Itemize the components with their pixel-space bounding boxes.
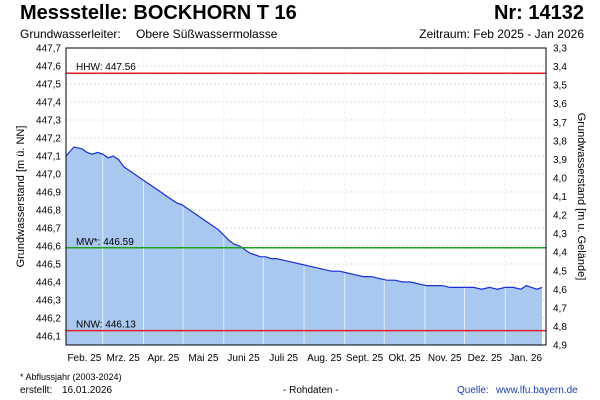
y-tick-label: 446,4 — [36, 278, 61, 289]
source-label: Quelle: — [457, 385, 489, 396]
y-axis-title: Grundwasserstand [m ü. NN] — [15, 126, 27, 268]
y-tick-label: 447,7 — [36, 44, 61, 55]
series-area — [66, 147, 543, 345]
aquifer-value: Obere Süßwassermolasse — [136, 27, 278, 41]
station-number: Nr: 14132 — [493, 2, 584, 24]
station-title: Messstelle: BOCKHORN T 16 — [20, 2, 297, 24]
y2-tick-label: 4,6 — [553, 285, 567, 296]
y2-tick-label: 4,3 — [553, 229, 567, 240]
y2-tick-label: 4,1 — [553, 192, 567, 203]
y-tick-label: 447,4 — [36, 98, 61, 109]
reference-line-label: MW*: 446.59 — [76, 237, 134, 248]
x-tick-label: Mai 25 — [188, 353, 218, 364]
x-tick-label: Nov. 25 — [428, 353, 462, 364]
y2-tick-label: 4,8 — [553, 322, 567, 333]
x-tick-label: Jan. 26 — [509, 353, 542, 364]
y2-tick-label: 4,0 — [553, 173, 567, 184]
series-line — [65, 146, 543, 290]
y2-tick-label: 4,2 — [553, 211, 567, 222]
x-tick-label: Aug. 25 — [307, 353, 342, 364]
y-tick-label: 446,2 — [36, 314, 61, 325]
y-tick-label: 446,9 — [36, 188, 61, 199]
x-tick-label: Sept. 25 — [346, 353, 384, 364]
x-tick-label: Okt. 25 — [389, 353, 422, 364]
y2-tick-label: 3,6 — [553, 99, 567, 110]
y2-tick-label: 4,4 — [553, 248, 567, 259]
y-tick-label: 447,6 — [36, 62, 61, 73]
y2-tick-label: 3,5 — [553, 81, 567, 92]
y2-tick-label: 3,9 — [553, 155, 567, 166]
created-date: 16.01.2026 — [62, 385, 113, 396]
x-tick-label: Mrz. 25 — [107, 353, 141, 364]
y-tick-label: 447,1 — [36, 152, 61, 163]
y-tick-label: 446,8 — [36, 206, 61, 217]
data-status: - Rohdaten - — [283, 385, 339, 396]
source-url-link[interactable]: www.lfu.bayern.de — [496, 385, 578, 396]
y-tick-label: 447,3 — [36, 116, 61, 127]
created-label: erstellt: — [20, 385, 53, 396]
y2-tick-label: 3,4 — [553, 62, 567, 73]
y-tick-label: 446,3 — [36, 296, 61, 307]
y-tick-label: 447,2 — [36, 134, 61, 145]
y2-axis-title: Grundwasserstand [m u. Gelände] — [575, 113, 587, 281]
x-tick-label: Juli 25 — [269, 353, 298, 364]
plot-frame — [65, 47, 547, 346]
footnote: * Abflussjahr (2003-2024) — [20, 372, 122, 382]
period-text: Zeitraum: Feb 2025 - Jan 2026 — [419, 27, 584, 41]
y-tick-label: 447,5 — [36, 80, 61, 91]
y-tick-label: 447,0 — [36, 170, 61, 181]
y-tick-label: 446,6 — [36, 242, 61, 253]
reference-line-label: NNW: 446.13 — [76, 320, 136, 331]
y2-tick-label: 4,7 — [553, 303, 567, 314]
y2-tick-label: 4,5 — [553, 266, 567, 277]
aquifer-label: Grundwasserleiter: — [20, 27, 121, 41]
reference-line-label: HHW: 447.56 — [76, 62, 136, 73]
x-tick-label: Dez. 25 — [468, 353, 503, 364]
y-tick-label: 446,7 — [36, 224, 61, 235]
y-tick-label: 446,1 — [36, 332, 61, 343]
y2-tick-label: 3,3 — [553, 44, 567, 55]
x-tick-label: Feb. 25 — [67, 353, 101, 364]
y2-tick-label: 3,8 — [553, 136, 567, 147]
x-tick-label: Juni 25 — [227, 353, 260, 364]
x-tick-label: Apr. 25 — [147, 353, 179, 364]
y2-tick-label: 3,7 — [553, 118, 567, 129]
y2-tick-label: 4,9 — [553, 341, 567, 352]
y-tick-label: 446,5 — [36, 260, 61, 271]
